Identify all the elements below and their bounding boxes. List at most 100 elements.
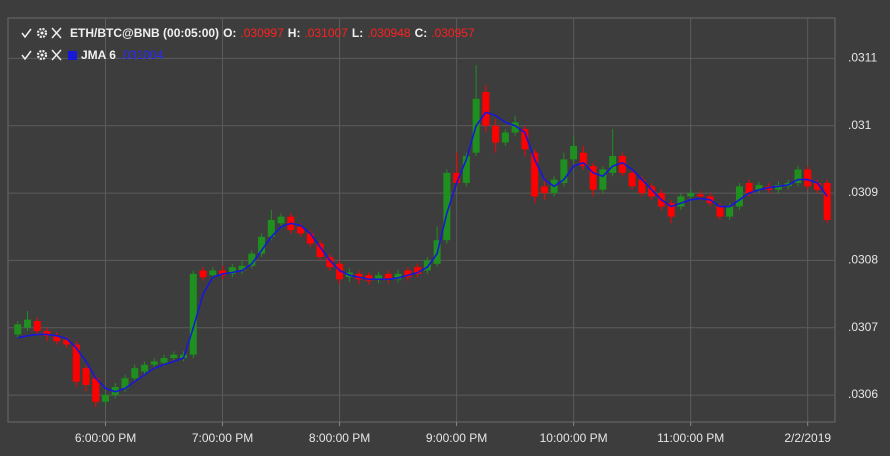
candle-body [160,358,168,363]
candle-body [131,368,139,379]
candle-body [618,156,626,173]
legend-swatch [68,50,77,60]
legend-icons[interactable] [20,48,66,62]
candle-body [336,263,344,280]
candle-body [297,226,305,234]
candle-body [277,216,285,224]
legend-icons[interactable] [20,26,66,40]
candle-body [306,233,314,244]
y-tick-label: .0309 [848,185,878,199]
x-tick-label: 2/2/2019 [784,431,831,445]
y-tick-label: .0307 [848,320,878,334]
candle-body [589,166,597,190]
candle-body [579,152,587,167]
candle-body [63,339,71,345]
candle-body [423,260,431,271]
candle-body [492,125,500,143]
candle-body [716,206,724,217]
candle-body [677,196,685,207]
candle-body [72,344,80,382]
candle-body [14,324,22,335]
candle-body [755,184,763,190]
candle-body [735,186,743,207]
indicator-value: .031004 [119,48,164,62]
candle-body [82,368,90,385]
candle-body [648,186,656,197]
field-value: .031007 [304,26,348,40]
field-value: .030948 [367,26,411,40]
candle-body [228,267,236,274]
candle-body [258,236,266,254]
field-value: .030997 [240,26,284,40]
candle-body [375,275,383,280]
candle-body [121,378,129,389]
candle-body [102,395,110,402]
x-tick-label: 11:00:00 PM [657,431,724,445]
legend-entry: JMA 6 [81,48,116,62]
candle-body [219,270,227,276]
y-tick-label: .0311 [848,51,877,65]
candle-body [365,275,373,281]
candle-body [804,169,812,187]
candle-body [316,243,324,258]
candle-body [560,159,568,183]
field-label: O: [223,26,237,40]
candle-body [462,156,470,183]
candle-body [384,273,392,280]
field-label: C: [414,26,428,40]
candle-body [823,182,831,220]
field-label: H: [287,26,301,40]
candle-body [443,172,451,241]
y-tick-label: .031 [848,118,872,132]
candle-body [521,129,529,150]
candle-body [53,335,61,342]
candle-body [696,194,704,197]
candle-body [687,193,695,197]
x-tick-label: 7:00:00 PM [192,431,253,445]
candle-body [326,257,334,268]
candle-body [511,122,519,133]
candle-body [141,364,149,372]
candle-body [150,361,158,365]
candle-body [209,270,217,276]
candle-body [92,378,100,402]
candle-body [667,203,675,217]
y-tick-label: .0306 [848,387,878,401]
candle-body [774,184,782,190]
x-tick-label: 10:00:00 PM [540,431,608,445]
symbol: ETH/BTC@BNB (00:05:00) [70,26,220,40]
x-tick-label: 8:00:00 PM [309,431,370,445]
candle-body [570,145,578,160]
candle-body [24,319,32,328]
candle-body [813,182,821,190]
candle-body [238,265,246,271]
x-tick-label: 9:00:00 PM [426,431,487,445]
candle-body [33,321,41,332]
candle-body [794,169,802,183]
candle-body [453,172,461,183]
candle-body [414,267,422,274]
indicator-legend: JMA 6 .031004 [20,48,163,62]
indicator-line [17,111,828,393]
candle-body [609,156,617,173]
candle-body [189,273,197,355]
price-legend: ETH/BTC@BNB (00:05:00) O: .030997 H: .0310… [20,26,475,40]
candle-body [248,253,256,266]
candle-body [638,179,646,194]
candle-body [170,354,178,359]
candle-body [394,273,402,280]
candle-body [599,169,607,190]
candle-body [404,270,412,278]
candle-body [726,206,734,217]
x-tick-label: 6:00:00 PM [75,431,136,445]
field-value: .030957 [431,26,475,40]
y-tick-label: .0308 [848,253,878,267]
candle-body [482,92,490,126]
candle-body [199,270,207,278]
field-label: L: [351,26,364,40]
plot-area [7,17,836,423]
candle-body [628,172,636,187]
candle-body [43,331,51,336]
